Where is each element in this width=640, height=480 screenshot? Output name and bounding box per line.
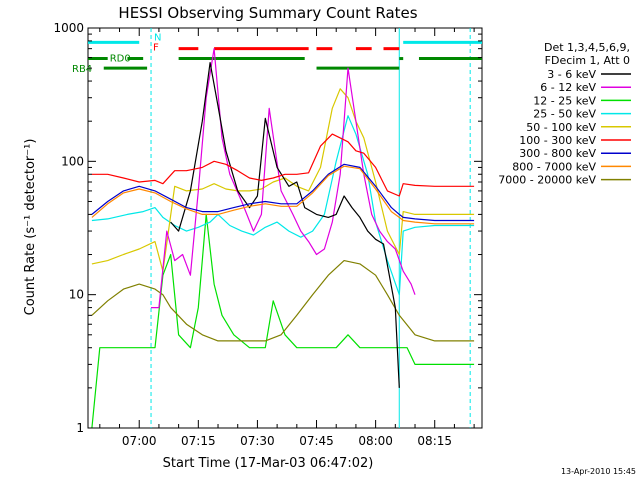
legend-label-12-25-kev: 12 - 25 keV (533, 94, 596, 107)
series-line-50-100-kev (91, 88, 475, 272)
axes: 1 10 100 1000 07:00 07:15 07:30 07:45 08:00 08:15 (53, 21, 482, 448)
legend-label-100-300-kev: 100 - 300 keV (519, 134, 596, 147)
vertical-markers (150, 28, 471, 428)
legend-label-3-6-kev: 3 - 6 keV (547, 68, 596, 81)
x-tick-label-07-00: 07:00 (122, 434, 157, 448)
legend-label-25-50-kev: 25 - 50 keV (533, 108, 596, 121)
y-tick-label-1000: 1000 (53, 21, 84, 35)
series-line-300-800-kev (91, 163, 475, 222)
series-lines (91, 48, 475, 429)
legend-label-6-12-kev: 6 - 12 keV (540, 81, 596, 94)
x-tick-label-07-30: 07:30 (240, 434, 275, 448)
footer-timestamp: 13-Apr-2010 15:45 (561, 467, 636, 476)
state-bar-label-f: F (153, 43, 159, 54)
plot-area (87, 27, 483, 429)
series-line-7000-20000-kev (91, 260, 475, 342)
state-bar-label-n: N (154, 32, 161, 43)
x-axis-label: Start Time (17-Mar-03 06:47:02) (163, 456, 374, 471)
series-line-800-7000-kev (91, 165, 475, 225)
series-line-25-50-kev (91, 115, 475, 296)
x-tick-label-08-00: 08:00 (358, 434, 393, 448)
y-tick-label-100: 100 (61, 154, 84, 168)
legend: Det 1,3,4,5,6,9, FDecim 1, Att 0 3 - 6 k… (498, 41, 631, 187)
state-bars: NF RD0 RB4 (72, 32, 482, 75)
legend-label-50-100-kev: 50 - 100 keV (526, 121, 596, 134)
series-line-6-12-kev (151, 48, 416, 309)
series-line-3-6-kev (170, 62, 400, 388)
legend-header-line-2: FDecim 1, Att 0 (545, 54, 630, 67)
state-bar-label-rd0: RD0 (110, 54, 131, 65)
state-bar-label-rb4: RB4 (72, 64, 92, 75)
series-line-100-300-kev (91, 133, 475, 197)
chart-title: HESSI Observing Summary Count Rates (118, 4, 417, 22)
plot-frame (87, 27, 483, 429)
legend-label-800-7000-kev: 800 - 7000 keV (512, 160, 596, 173)
y-axis-label: Count Rate (s⁻¹ detector⁻¹) (23, 139, 38, 316)
legend-label-300-800-kev: 300 - 800 keV (519, 147, 596, 160)
legend-header-line-1: Det 1,3,4,5,6,9, (544, 41, 630, 54)
y-tick-label-10: 10 (69, 288, 84, 302)
legend-label-7000-20000-kev: 7000 - 20000 keV (498, 174, 596, 187)
series-line-12-25-kev (91, 213, 475, 429)
y-tick-label-1: 1 (76, 421, 84, 435)
x-tick-label-07-45: 07:45 (299, 434, 334, 448)
x-tick-label-07-15: 07:15 (181, 434, 216, 448)
x-tick-label-08-15: 08:15 (417, 434, 452, 448)
